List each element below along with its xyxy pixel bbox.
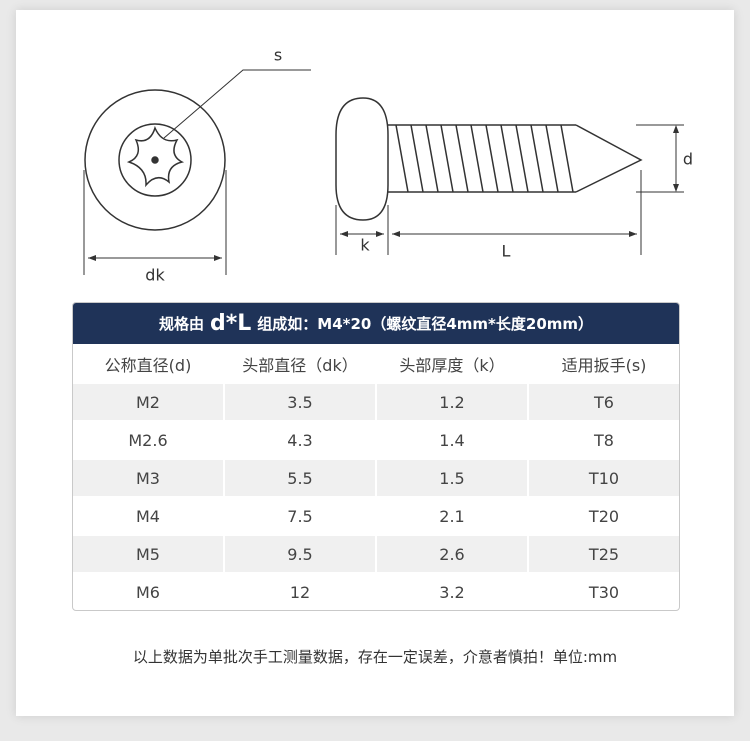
table-cell: T20 bbox=[529, 496, 679, 534]
table-row: M2 3.5 1.2 T6 bbox=[73, 382, 679, 420]
label-k: k bbox=[360, 236, 370, 255]
table-body: 公称直径(d) 头部直径（dk） 头部厚度（k） 适用扳手(s) M2 3.5 1.2 T6 M… bbox=[73, 344, 679, 610]
table-title: 规格由 d*L 组成如：M4*20（螺纹直径4mm*长度20mm） bbox=[73, 303, 679, 344]
column-header: 头部直径（dk） bbox=[225, 344, 377, 382]
screw-diagram: s dk k L d bbox=[83, 46, 693, 285]
label-s: s bbox=[274, 46, 282, 65]
table-row: M4 7.5 2.1 T20 bbox=[73, 496, 679, 534]
table-cell: M2.6 bbox=[73, 420, 225, 458]
table-cell: T10 bbox=[529, 458, 679, 496]
header-row: 公称直径(d) 头部直径（dk） 头部厚度（k） 适用扳手(s) bbox=[73, 344, 679, 382]
label-L: L bbox=[502, 242, 511, 261]
table-row: M6 12 3.2 T30 bbox=[73, 572, 679, 610]
table-cell: 2.1 bbox=[377, 496, 529, 534]
table-cell: 2.6 bbox=[377, 534, 529, 572]
table-cell: M3 bbox=[73, 458, 225, 496]
column-header: 公称直径(d) bbox=[73, 344, 225, 382]
table-cell: 9.5 bbox=[225, 534, 377, 572]
table-cell: M6 bbox=[73, 572, 225, 610]
card: s dk k L d 规格由 d*L 组成如：M4*20（螺纹直径4mm*长度2… bbox=[16, 10, 734, 716]
table-cell: 3.2 bbox=[377, 572, 529, 610]
column-header: 头部厚度（k） bbox=[377, 344, 529, 382]
table-cell: 5.5 bbox=[225, 458, 377, 496]
table-cell: T8 bbox=[529, 420, 679, 458]
table-cell: T6 bbox=[529, 382, 679, 420]
table-cell: M5 bbox=[73, 534, 225, 572]
title-emphasis: d*L bbox=[209, 311, 252, 336]
spec-table: 规格由 d*L 组成如：M4*20（螺纹直径4mm*长度20mm） 公称直径(d… bbox=[72, 302, 680, 611]
table-cell: T30 bbox=[529, 572, 679, 610]
label-d: d bbox=[683, 150, 693, 169]
footnote: 以上数据为单批次手工测量数据，存在一定误差，介意者慎拍！单位:mm bbox=[132, 648, 618, 666]
table-row: M2.6 4.3 1.4 T8 bbox=[73, 420, 679, 458]
table-row: M3 5.5 1.5 T10 bbox=[73, 458, 679, 496]
column-header: 适用扳手(s) bbox=[529, 344, 679, 382]
table-cell: M2 bbox=[73, 382, 225, 420]
table-cell: 1.2 bbox=[377, 382, 529, 420]
table-cell: M4 bbox=[73, 496, 225, 534]
table-cell: T25 bbox=[529, 534, 679, 572]
table-cell: 3.5 bbox=[225, 382, 377, 420]
label-dk: dk bbox=[145, 266, 165, 285]
table-cell: 1.4 bbox=[377, 420, 529, 458]
title-suffix: 组成如：M4*20（螺纹直径4mm*长度20mm） bbox=[257, 315, 594, 333]
title-prefix: 规格由 bbox=[158, 315, 204, 333]
table-row: M5 9.5 2.6 T25 bbox=[73, 534, 679, 572]
table-cell: 7.5 bbox=[225, 496, 377, 534]
table-cell: 12 bbox=[225, 572, 377, 610]
table-cell: 4.3 bbox=[225, 420, 377, 458]
table-cell: 1.5 bbox=[377, 458, 529, 496]
